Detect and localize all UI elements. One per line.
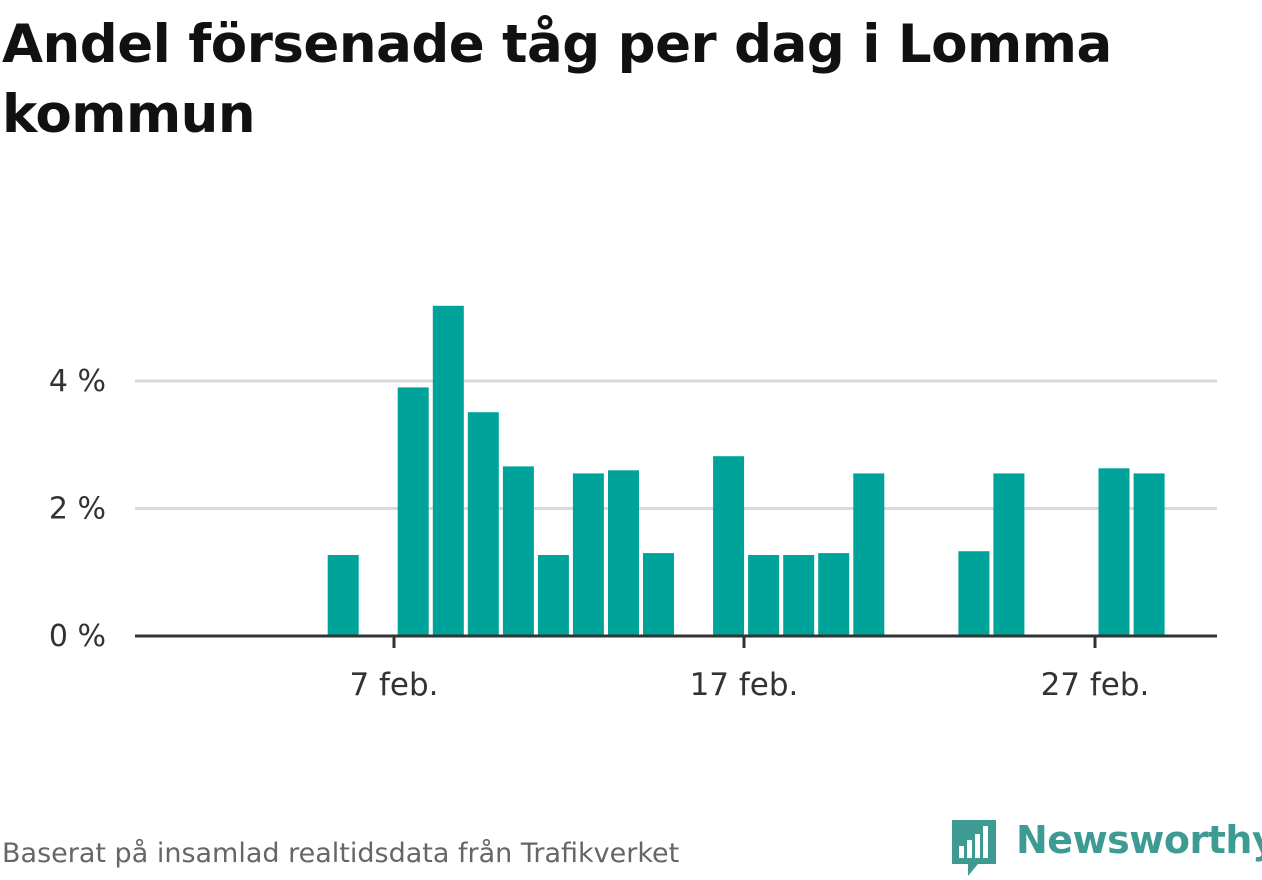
bar-2021-02-27 (1098, 468, 1130, 636)
y-tick-label: 2 % (49, 492, 106, 527)
y-tick-label: 4 % (49, 364, 106, 399)
bar-2021-02-14 (643, 553, 674, 636)
bar-2021-02-10 (502, 466, 534, 636)
bar-2021-02-17 (748, 555, 780, 636)
bar-2021-02-18 (783, 555, 815, 636)
bars (327, 305, 1165, 637)
brand-logo: Newsworthy (948, 816, 1262, 880)
x-tick-label: 7 feb. (349, 667, 438, 703)
y-tick-label: 0 % (49, 619, 106, 654)
bar-2021-02-24 (993, 473, 1025, 636)
bar-2021-02-20 (853, 473, 885, 636)
bar-2021-02-12 (572, 473, 604, 636)
axes: 0 % 2 % 4 % 7 feb. 17 feb. 27 feb. (49, 364, 1217, 703)
bar-2021-02-09 (467, 412, 499, 636)
bar-2021-02-08 (432, 305, 464, 636)
chart-title: Andel försenade tåg per dag i Lomma komm… (2, 14, 1112, 145)
bar-2021-02-23 (958, 551, 990, 636)
bar-2021-02-05 (327, 555, 359, 636)
bar-2021-02-13 (608, 470, 639, 637)
bar-2021-02-16 (713, 456, 745, 636)
source-note: Baserat på insamlad realtidsdata från Tr… (2, 838, 680, 869)
x-tick-label: 17 feb. (690, 667, 799, 703)
newsworthy-logo-icon (952, 820, 996, 876)
bar-2021-02-11 (537, 555, 569, 636)
x-tick-label: 27 feb. (1041, 667, 1150, 703)
brand-name: Newsworthy (1016, 818, 1262, 862)
gridlines (135, 379, 1217, 510)
bar-2021-02-07 (397, 387, 429, 636)
bar-2021-02-28 (1133, 473, 1165, 636)
bar-2021-02-19 (818, 553, 850, 636)
